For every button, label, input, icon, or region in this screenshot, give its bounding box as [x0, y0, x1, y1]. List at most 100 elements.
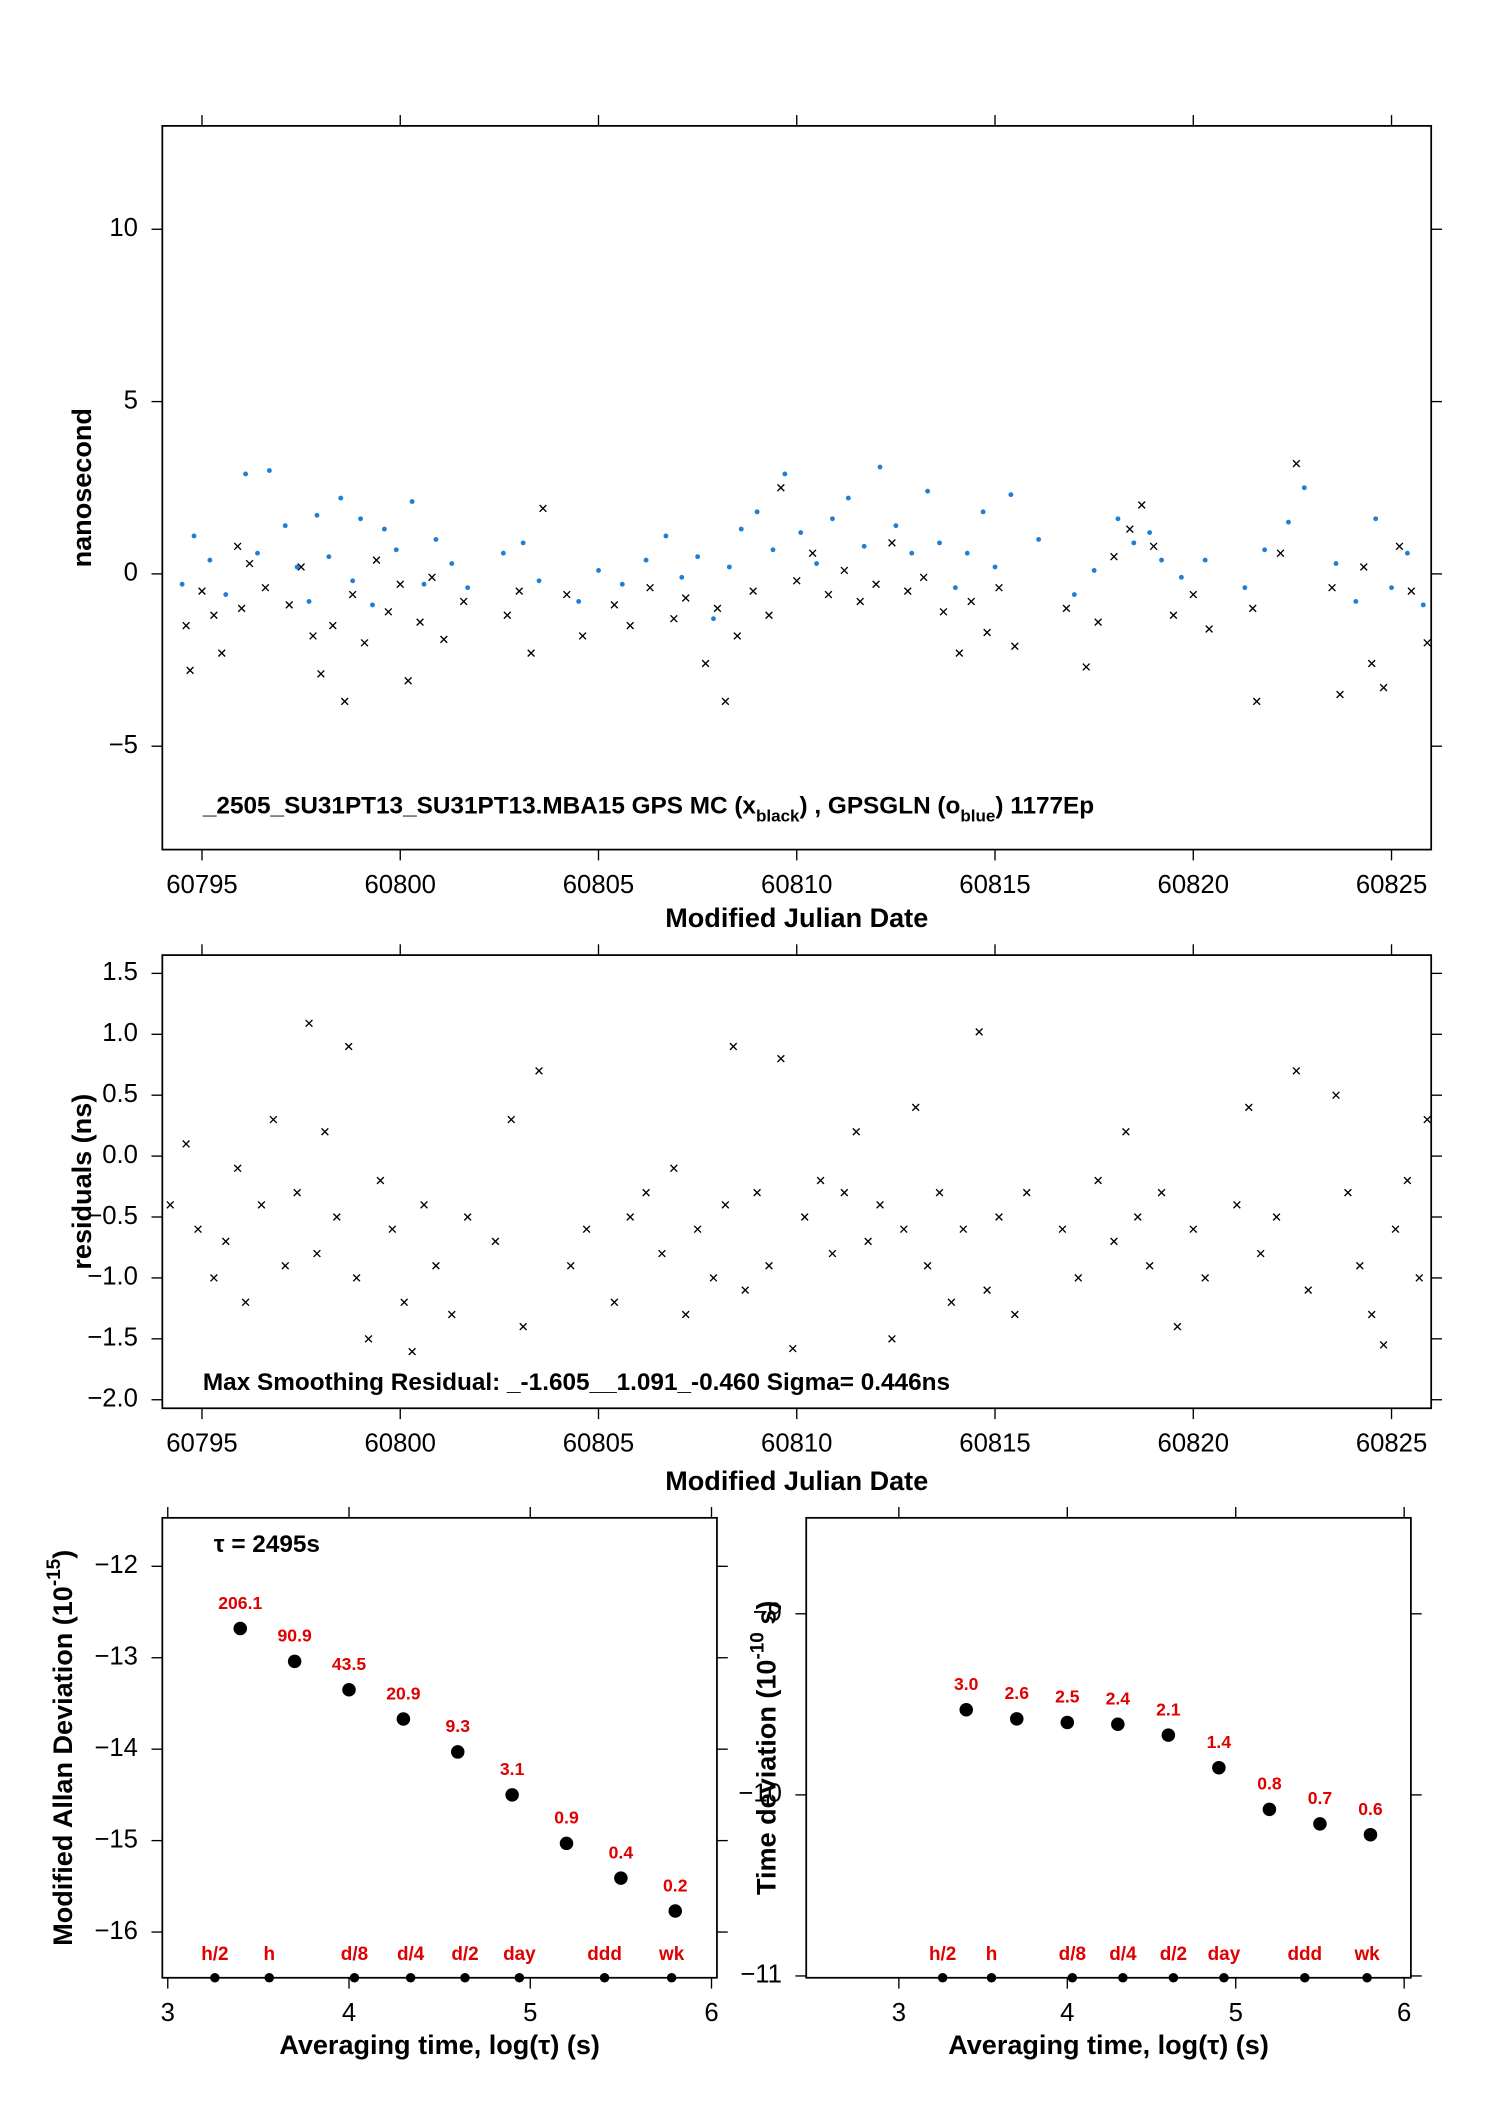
point-label: 3.0	[954, 1674, 979, 1694]
x-marker	[198, 587, 206, 595]
dot-marker	[1242, 585, 1248, 591]
dot-marker	[738, 526, 744, 532]
dot-marker	[266, 468, 272, 473]
x-marker	[967, 597, 976, 606]
x-marker	[1336, 690, 1344, 699]
data-point	[1010, 1712, 1024, 1726]
dot-marker	[1404, 550, 1410, 556]
dot-marker	[350, 578, 356, 584]
x-marker	[562, 590, 571, 599]
x-marker	[237, 604, 246, 613]
point-label: 43.5	[332, 1654, 366, 1674]
x-marker	[1062, 604, 1071, 613]
x-marker	[507, 1115, 516, 1124]
x-marker	[360, 638, 369, 647]
dot-marker	[992, 564, 998, 570]
x-marker	[721, 1200, 730, 1209]
dot-marker	[449, 561, 455, 566]
annotation: τ = 2495s	[214, 1532, 320, 1559]
x-marker	[257, 1200, 266, 1209]
data-point	[959, 1703, 973, 1717]
x-marker	[1137, 501, 1146, 509]
x-marker	[539, 504, 547, 513]
point-label: 1.4	[1207, 1732, 1232, 1752]
x-marker	[911, 1103, 920, 1112]
dot-marker	[861, 543, 867, 549]
dot-marker	[520, 540, 526, 546]
y-tick-label: −5	[109, 731, 138, 759]
x-marker	[1010, 1310, 1019, 1319]
x-marker	[396, 580, 405, 589]
y-tick-label: 1.0	[102, 1019, 138, 1047]
x-marker	[1094, 618, 1102, 626]
x-marker	[1367, 659, 1376, 668]
x-marker	[1133, 1213, 1142, 1221]
x-marker	[432, 1261, 440, 1270]
x-marker	[217, 649, 226, 658]
x-tick-label: 4	[1060, 1999, 1074, 2027]
x-marker	[503, 611, 512, 620]
dot-marker	[1286, 519, 1291, 525]
x-marker	[233, 542, 242, 551]
x-marker	[959, 1225, 968, 1234]
x-marker	[1173, 1322, 1182, 1331]
data-point	[396, 1712, 411, 1726]
text-part: )	[48, 1550, 78, 1559]
x-tick-label: 60820	[1158, 871, 1229, 899]
plot-frame	[161, 954, 1433, 1410]
dot-marker	[338, 495, 344, 501]
data-point	[559, 1836, 574, 1851]
x-marker	[1328, 583, 1336, 592]
x-marker	[824, 590, 833, 599]
x-marker	[681, 594, 690, 602]
x-marker	[428, 573, 436, 582]
time-marker	[405, 1973, 416, 1983]
dot-marker	[964, 550, 970, 556]
text-part: τ = 2495s	[214, 1532, 320, 1559]
dot-marker	[465, 585, 471, 591]
data-point	[287, 1654, 302, 1669]
y-tick-label: −13	[94, 1643, 138, 1671]
x-marker	[1125, 525, 1134, 533]
text-part: ) , GPSGLN (o	[800, 793, 961, 820]
x-tick-label: 60825	[1356, 1430, 1427, 1458]
data-point	[668, 1904, 683, 1918]
x-marker	[646, 583, 654, 592]
x-marker	[1082, 663, 1091, 671]
x-marker	[1359, 563, 1368, 571]
point-label: 20.9	[386, 1683, 420, 1703]
x-marker	[340, 697, 349, 706]
x-marker	[1201, 1274, 1210, 1282]
dot-marker	[952, 585, 958, 591]
x-marker	[388, 1225, 397, 1234]
dot-marker	[1115, 516, 1121, 522]
dot-marker	[536, 578, 542, 584]
x-marker	[840, 566, 849, 575]
x-tick-label: 5	[523, 1999, 537, 2027]
x-marker	[519, 1322, 528, 1331]
data-point	[614, 1871, 628, 1885]
point-label: 2.4	[1106, 1689, 1131, 1709]
text-part: Modified Allan Deviation (10	[48, 1586, 78, 1946]
x-marker	[566, 1261, 575, 1270]
time-marker	[460, 1973, 470, 1983]
x-marker	[693, 1225, 702, 1234]
dot-marker	[370, 602, 375, 608]
time-marker	[264, 1973, 274, 1983]
dot-marker	[877, 464, 883, 470]
x-marker	[1355, 1261, 1364, 1270]
dot-marker	[1301, 485, 1307, 491]
y-tick-label: −14	[94, 1734, 138, 1762]
x-marker	[840, 1188, 849, 1197]
x-marker	[713, 604, 722, 613]
x-tick-label: 4	[342, 1999, 356, 2027]
point-label: 2.6	[1005, 1683, 1030, 1703]
x-marker	[658, 1249, 666, 1258]
y-axis-label: nanosecond	[67, 408, 97, 567]
y-tick-label: −15	[94, 1825, 138, 1853]
dot-marker	[695, 554, 701, 560]
dot-marker	[294, 564, 300, 570]
dot-marker	[433, 536, 439, 542]
